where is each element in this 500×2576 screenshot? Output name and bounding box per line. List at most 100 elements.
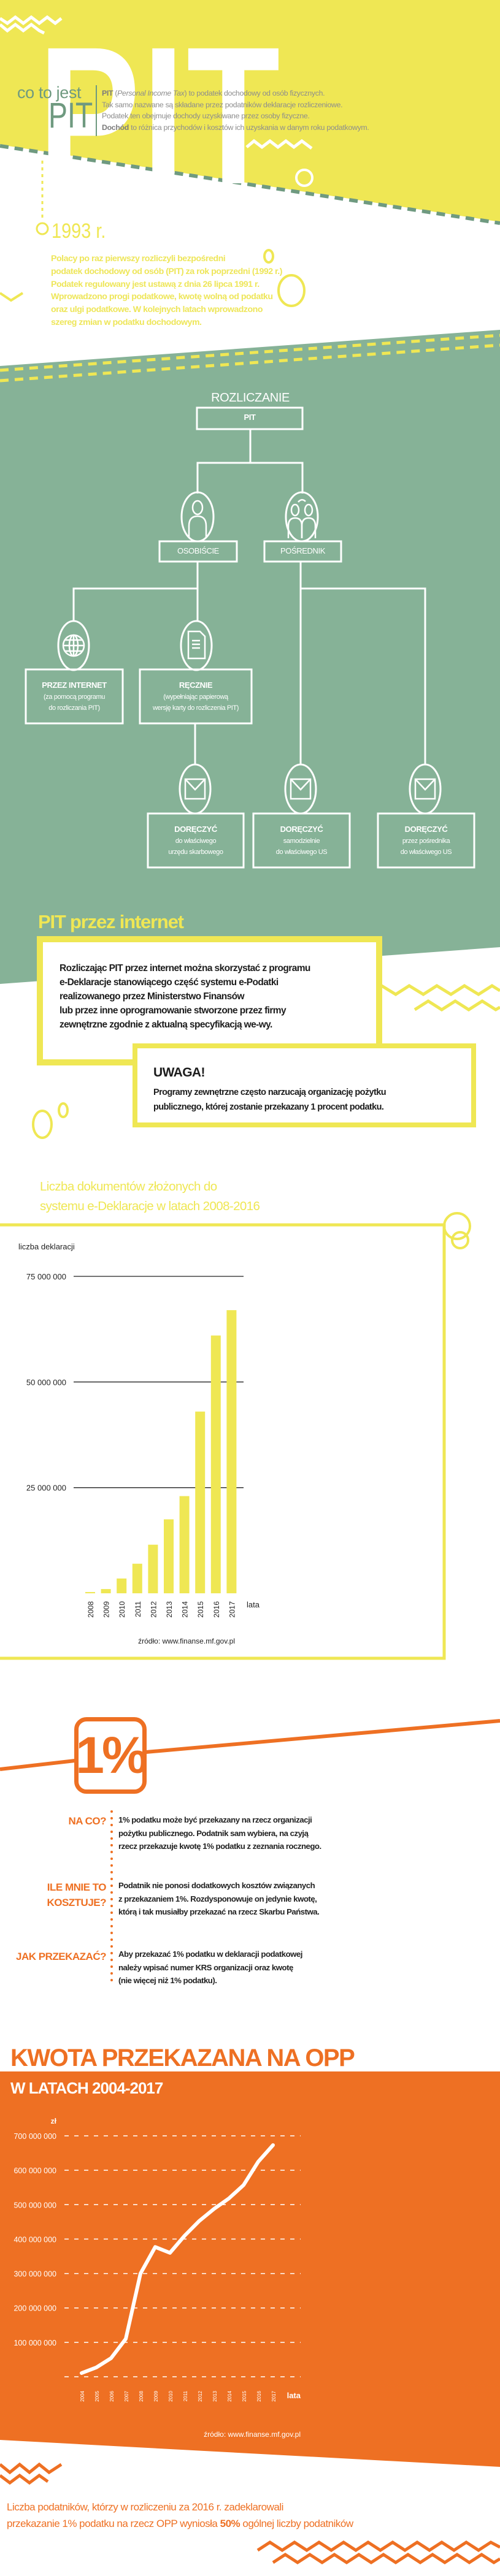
header-divider xyxy=(96,85,97,136)
text-line: lub przez inne oprogramowanie stworzone … xyxy=(60,1005,287,1016)
circle-decoration xyxy=(32,1110,53,1139)
big-pit-letters: PIT xyxy=(38,6,282,225)
circle-decoration xyxy=(58,1102,69,1118)
envelope-icon xyxy=(184,778,206,800)
history-year: 1993 r. xyxy=(52,219,106,243)
text-line: Programy zewnętrzne często narzucają org… xyxy=(153,1088,387,1097)
warning-box xyxy=(133,1043,476,1127)
box-text: przez pośrednika xyxy=(402,837,450,845)
bar-chart: liczba deklaracji 25 000 000 50 000 000 75… xyxy=(18,1242,260,1645)
internet-box-text: PRZEZ INTERNET (za pomocą programu do ro… xyxy=(26,669,123,723)
osobiscie-label: OSOBIŚCIE xyxy=(177,546,219,555)
opp-title: KWOTA PRZEKAZANA NA OPP xyxy=(10,2044,355,2071)
x-tick-label: 2015 xyxy=(196,1601,205,1618)
x-tick-label: 2017 xyxy=(228,1601,236,1618)
pit-label: PIT xyxy=(48,96,93,135)
box-title: PRZEZ INTERNET xyxy=(42,680,107,690)
box-title: RĘCZNIE xyxy=(179,680,213,690)
text: to różnica przychodów i kosztów ich uzys… xyxy=(128,123,369,132)
history-text: Polacy po raz pierwszy rozliczyli bezpoś… xyxy=(51,253,282,329)
question-jak: JAK PRZEKAZAĆ? xyxy=(0,1949,106,1964)
envelope-icon xyxy=(290,778,312,800)
y-tick-label: 600 000 000 xyxy=(13,2166,56,2175)
y-tick-label: 200 000 000 xyxy=(13,2304,56,2313)
text-line: podatek dochodowy od osób (PIT) za rok p… xyxy=(51,266,282,276)
x-tick-label: 2010 xyxy=(118,1601,126,1618)
warning-title: UWAGA! xyxy=(153,1065,205,1080)
line-chart-title: W LATACH 2004-2017 xyxy=(10,2079,163,2097)
text-line: Aby przekazać 1% podatku w deklaracji po… xyxy=(118,1949,302,1959)
bar xyxy=(132,1563,142,1593)
bar xyxy=(195,1411,206,1593)
internet-section-title: PIT przez internet xyxy=(38,911,184,932)
series-line xyxy=(80,2143,275,2375)
x-axis-label: lata xyxy=(287,2391,301,2400)
box-text: urzędu skarbowego xyxy=(168,848,223,856)
answer-na-co: 1% podatku może być przekazany na rzecz … xyxy=(118,1813,321,1853)
warning-text: Programy zewnętrzne często narzucają org… xyxy=(153,1085,387,1115)
deliver-box-text: DORĘCZYĆ do właściwego urzędu skarbowego xyxy=(148,814,244,867)
zigzag-decoration xyxy=(0,15,313,150)
document-circle xyxy=(180,620,213,671)
answer-jak: Aby przekazać 1% podatku w deklaracji po… xyxy=(118,1948,302,1987)
chart-source: źródło: www.finanse.mf.gov.pl xyxy=(204,2430,301,2439)
bar xyxy=(210,1335,221,1593)
chart-source: źródło: www.finanse.mf.gov.pl xyxy=(138,1637,235,1645)
x-tick-label: 2016 xyxy=(256,2390,262,2401)
one-percent-text: 1% xyxy=(75,1726,147,1784)
question-line: JAK PRZEKAZAĆ? xyxy=(16,1951,106,1962)
box-title: DORĘCZYĆ xyxy=(174,825,217,834)
text: ( xyxy=(113,89,118,97)
title-line: Liczba dokumentów złożonych do xyxy=(40,1179,217,1194)
y-tick-label: 500 000 000 xyxy=(13,2201,56,2209)
text-line: realizowanego przez Ministerstwo Finansó… xyxy=(60,991,245,1002)
posrednik-box xyxy=(263,540,342,563)
question-line: ILE MNIE TO xyxy=(47,1881,107,1893)
data-point xyxy=(199,2220,200,2222)
question-koszt: ILE MNIE TO KOSZTUJE? xyxy=(0,1880,106,1910)
y-tick-label: 300 000 000 xyxy=(13,2270,56,2279)
bar-chart-title: Liczba dokumentów złożonych do systemu e… xyxy=(40,1177,260,1216)
text-line: Podatnik nie ponosi dodatkowych kosztów … xyxy=(118,1881,315,1890)
text-line: z przekazaniem 1%. Rozdysponowuje on jed… xyxy=(118,1894,317,1903)
header-yellow-band xyxy=(0,0,500,222)
box-text: (za pomocą programu xyxy=(43,693,105,701)
x-axis-label: lata xyxy=(247,1600,260,1609)
x-tick-label: 2009 xyxy=(102,1601,111,1618)
box-title: DORĘCZYĆ xyxy=(280,825,323,834)
x-tick-label: 2008 xyxy=(139,2390,144,2401)
percent-highlight: 50% xyxy=(220,2518,240,2529)
box-text: do rozliczania PIT) xyxy=(48,704,100,712)
diagram-title: ROZLICZANIE xyxy=(211,391,290,405)
text-line: szereg zmian w podatku dochodowym. xyxy=(51,317,202,327)
chart-frame xyxy=(0,1223,446,1660)
recznie-box-text: RĘCZNIE (wypełniając papierową wersję ka… xyxy=(140,669,252,723)
text-line: 1% podatku może być przekazany na rzecz … xyxy=(118,1815,312,1824)
document-icon xyxy=(187,630,206,660)
text-line: Podatek regulowany jest ustawą z dnia 26… xyxy=(51,279,260,289)
bar xyxy=(117,1578,127,1593)
x-tick-label: 2011 xyxy=(134,1601,142,1617)
y-tick-label: 400 000 000 xyxy=(13,2235,56,2244)
deliver-box xyxy=(147,812,245,869)
x-tick-label: 2009 xyxy=(153,2390,159,2401)
x-tick-label: 2012 xyxy=(198,2390,203,2401)
text: przekazanie 1% podatku na rzecz OPP wyni… xyxy=(7,2518,220,2529)
circle-decoration xyxy=(451,1231,469,1249)
text-line: Liczba podatników, którzy w rozliczeniu … xyxy=(7,2501,283,2513)
box-text: (wypełniając papierową xyxy=(163,693,228,701)
x-tick-label: 2011 xyxy=(183,2390,188,2401)
bar xyxy=(164,1519,174,1593)
y-axis-label: liczba deklaracji xyxy=(18,1242,75,1251)
green-band xyxy=(0,330,500,984)
title-line: systemu e-Deklaracje w latach 2008-2016 xyxy=(40,1199,260,1213)
y-tick-label: 50 000 000 xyxy=(26,1378,66,1387)
circle-decoration xyxy=(277,274,306,307)
x-tick-label: 2014 xyxy=(227,2390,233,2401)
person-icon xyxy=(188,500,207,537)
circle-decoration xyxy=(295,169,313,187)
posrednik-label: POŚREDNIK xyxy=(280,546,325,555)
x-tick-label: 2015 xyxy=(242,2390,247,2401)
deliver-box xyxy=(377,812,475,869)
